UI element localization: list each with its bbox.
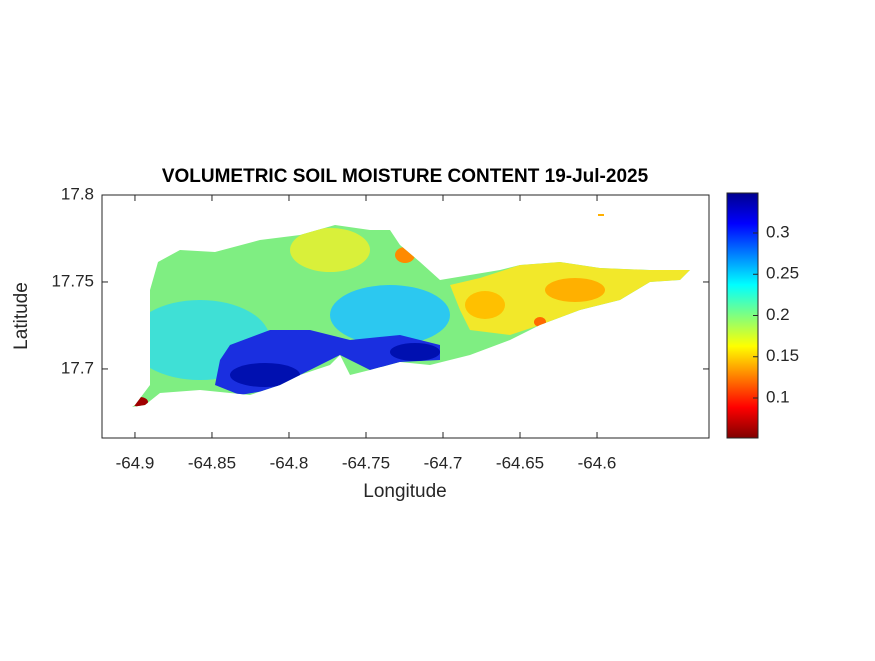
x-axis-label: Longitude <box>363 481 446 502</box>
x-tick-label: -64.65 <box>496 453 544 472</box>
colorbar <box>726 192 759 439</box>
x-tick-label: -64.8 <box>270 453 309 472</box>
raster-islet <box>598 214 604 216</box>
raster-patch <box>230 363 300 387</box>
x-tick-label: -64.6 <box>578 453 617 472</box>
x-tick-label: -64.7 <box>424 453 463 472</box>
raster-patch <box>545 278 605 302</box>
x-tick-label: -64.75 <box>342 453 390 472</box>
y-tick-label: 17.8 <box>61 184 94 203</box>
colorbar-tick-label: 0.1 <box>766 387 790 406</box>
y-tick-label: 17.75 <box>51 271 94 290</box>
colorbar-tick-label: 0.25 <box>766 264 799 283</box>
y-axis-label: Latitude <box>11 282 32 350</box>
raster-patch <box>390 343 440 361</box>
raster-patch <box>290 228 370 272</box>
colorbar-tick-label: 0.2 <box>766 305 790 324</box>
raster-patch <box>330 285 450 345</box>
x-tick-label: -64.85 <box>188 453 236 472</box>
raster-patch <box>465 291 505 319</box>
colorbar-tick-label: 0.15 <box>766 346 799 365</box>
y-tick-label: 17.7 <box>61 358 94 377</box>
chart-title: VOLUMETRIC SOIL MOISTURE CONTENT 19-Jul-… <box>162 166 649 187</box>
x-tick-label: -64.9 <box>116 453 155 472</box>
colorbar-tick-label: 0.3 <box>766 222 790 241</box>
